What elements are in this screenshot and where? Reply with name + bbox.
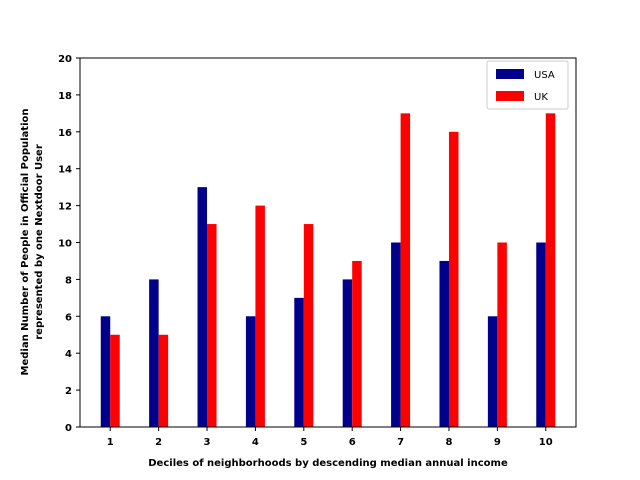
legend-swatch-uk: [496, 91, 524, 101]
y-axis-title-line-2: represented by one Nextdoor User: [34, 144, 45, 340]
bar-uk-1: [110, 334, 120, 427]
bar-usa-7: [391, 242, 401, 427]
bar-uk-9: [497, 242, 507, 427]
y-tick-label: 6: [65, 312, 72, 323]
x-tick-label: 6: [349, 437, 356, 448]
y-tick-label: 20: [58, 54, 72, 65]
bar-uk-7: [400, 113, 411, 427]
y-tick-label: 18: [58, 91, 72, 102]
y-tick-label: 0: [65, 423, 72, 434]
bars-layer: [100, 113, 556, 428]
bar-usa-3: [197, 187, 208, 427]
y-tick-label: 12: [58, 202, 72, 213]
bar-usa-8: [439, 260, 449, 427]
bar-usa-6: [342, 279, 353, 427]
x-tick-label: 8: [445, 437, 452, 448]
bar-usa-1: [100, 316, 111, 427]
x-tick-label: 4: [252, 437, 259, 448]
bar-uk-3: [207, 224, 217, 427]
y-tick-label: 10: [58, 239, 72, 250]
legend: USA UK: [486, 60, 569, 110]
bar-uk-4: [255, 205, 265, 427]
x-tick-label: 10: [539, 437, 553, 448]
bar-uk-10: [545, 113, 556, 427]
y-tick-label: 8: [65, 275, 72, 286]
x-axis-title: Deciles of neighborhoods by descending m…: [148, 458, 508, 469]
x-tick-label: 7: [397, 437, 404, 448]
legend-swatch-usa: [496, 69, 524, 79]
y-axis-title-line-1: Median Number of People in Official Popu…: [20, 108, 31, 375]
bar-usa-2: [149, 279, 159, 427]
y-tick-label: 14: [58, 165, 72, 176]
x-tick-label: 3: [204, 437, 211, 448]
legend-box: [486, 60, 569, 110]
legend-label-uk: UK: [534, 92, 548, 103]
bar-uk-6: [352, 260, 362, 427]
bar-usa-5: [294, 297, 304, 427]
y-tick-label: 2: [65, 386, 72, 397]
bar-uk-5: [303, 224, 314, 427]
bar-uk-8: [448, 131, 459, 428]
x-tick-label: 1: [107, 437, 114, 448]
legend-label-usa: USA: [534, 70, 555, 81]
x-tick-label: 2: [155, 437, 162, 448]
bar-uk-2: [158, 334, 169, 427]
x-tick-label: 5: [300, 437, 307, 448]
x-tick-label: 9: [494, 437, 501, 448]
bar-usa-4: [245, 316, 256, 427]
y-tick-label: 16: [58, 128, 72, 139]
bar-usa-10: [536, 242, 546, 427]
bar-usa-9: [487, 316, 498, 427]
y-tick-label: 4: [65, 349, 72, 360]
